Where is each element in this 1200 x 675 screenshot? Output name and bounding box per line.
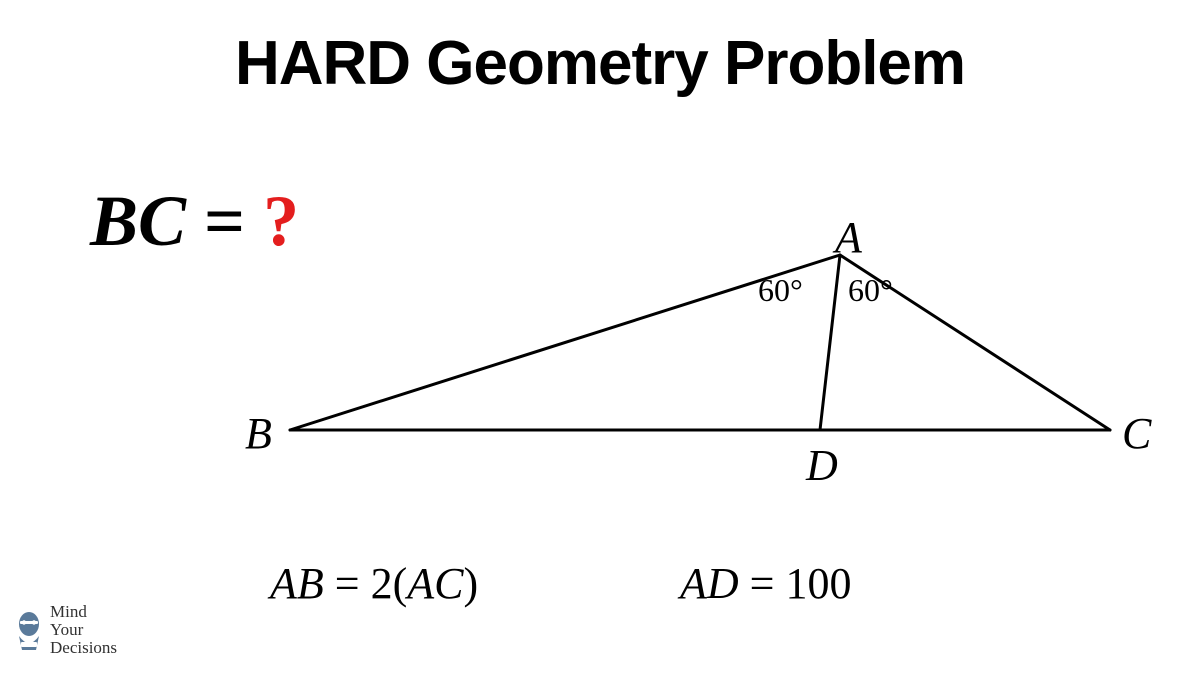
triangle-diagram: A B C D 60° 60°	[260, 230, 1140, 470]
given-ad-rhs: 100	[785, 559, 851, 608]
vertex-label-d: D	[806, 440, 838, 491]
vertex-label-c: C	[1122, 408, 1151, 459]
vertex-label-b: B	[245, 408, 272, 459]
angle-label-left: 60°	[758, 272, 803, 309]
brand-line2: Your	[50, 621, 117, 639]
given-ad-eq: =	[739, 559, 786, 608]
slide-canvas: HARD Geometry Problem BC = ? A B C D 60°…	[0, 0, 1200, 675]
vertex-label-a: A	[835, 212, 862, 263]
given-ab-lhs: AB	[270, 559, 324, 608]
brand-text: Mind Your Decisions	[50, 603, 117, 657]
question-lhs: BC	[90, 181, 186, 261]
given-ad: AD = 100	[680, 558, 851, 609]
given-ab-pre: 2(	[371, 559, 408, 608]
given-ab-post: )	[463, 559, 478, 608]
brand-line1: Mind	[50, 603, 117, 621]
given-ad-lhs: AD	[680, 559, 739, 608]
given-ab: AB = 2(AC)	[270, 558, 478, 609]
slide-title: HARD Geometry Problem	[0, 28, 1200, 99]
triangle-svg	[260, 230, 1140, 470]
brand-line3: Decisions	[50, 639, 117, 657]
given-ab-mid: AC	[407, 559, 463, 608]
given-ab-eq: =	[324, 559, 371, 608]
brand-logo: Mind Your Decisions	[14, 603, 117, 657]
question-eq: =	[186, 181, 263, 261]
angle-label-right: 60°	[848, 272, 893, 309]
brand-head-icon	[14, 610, 44, 650]
